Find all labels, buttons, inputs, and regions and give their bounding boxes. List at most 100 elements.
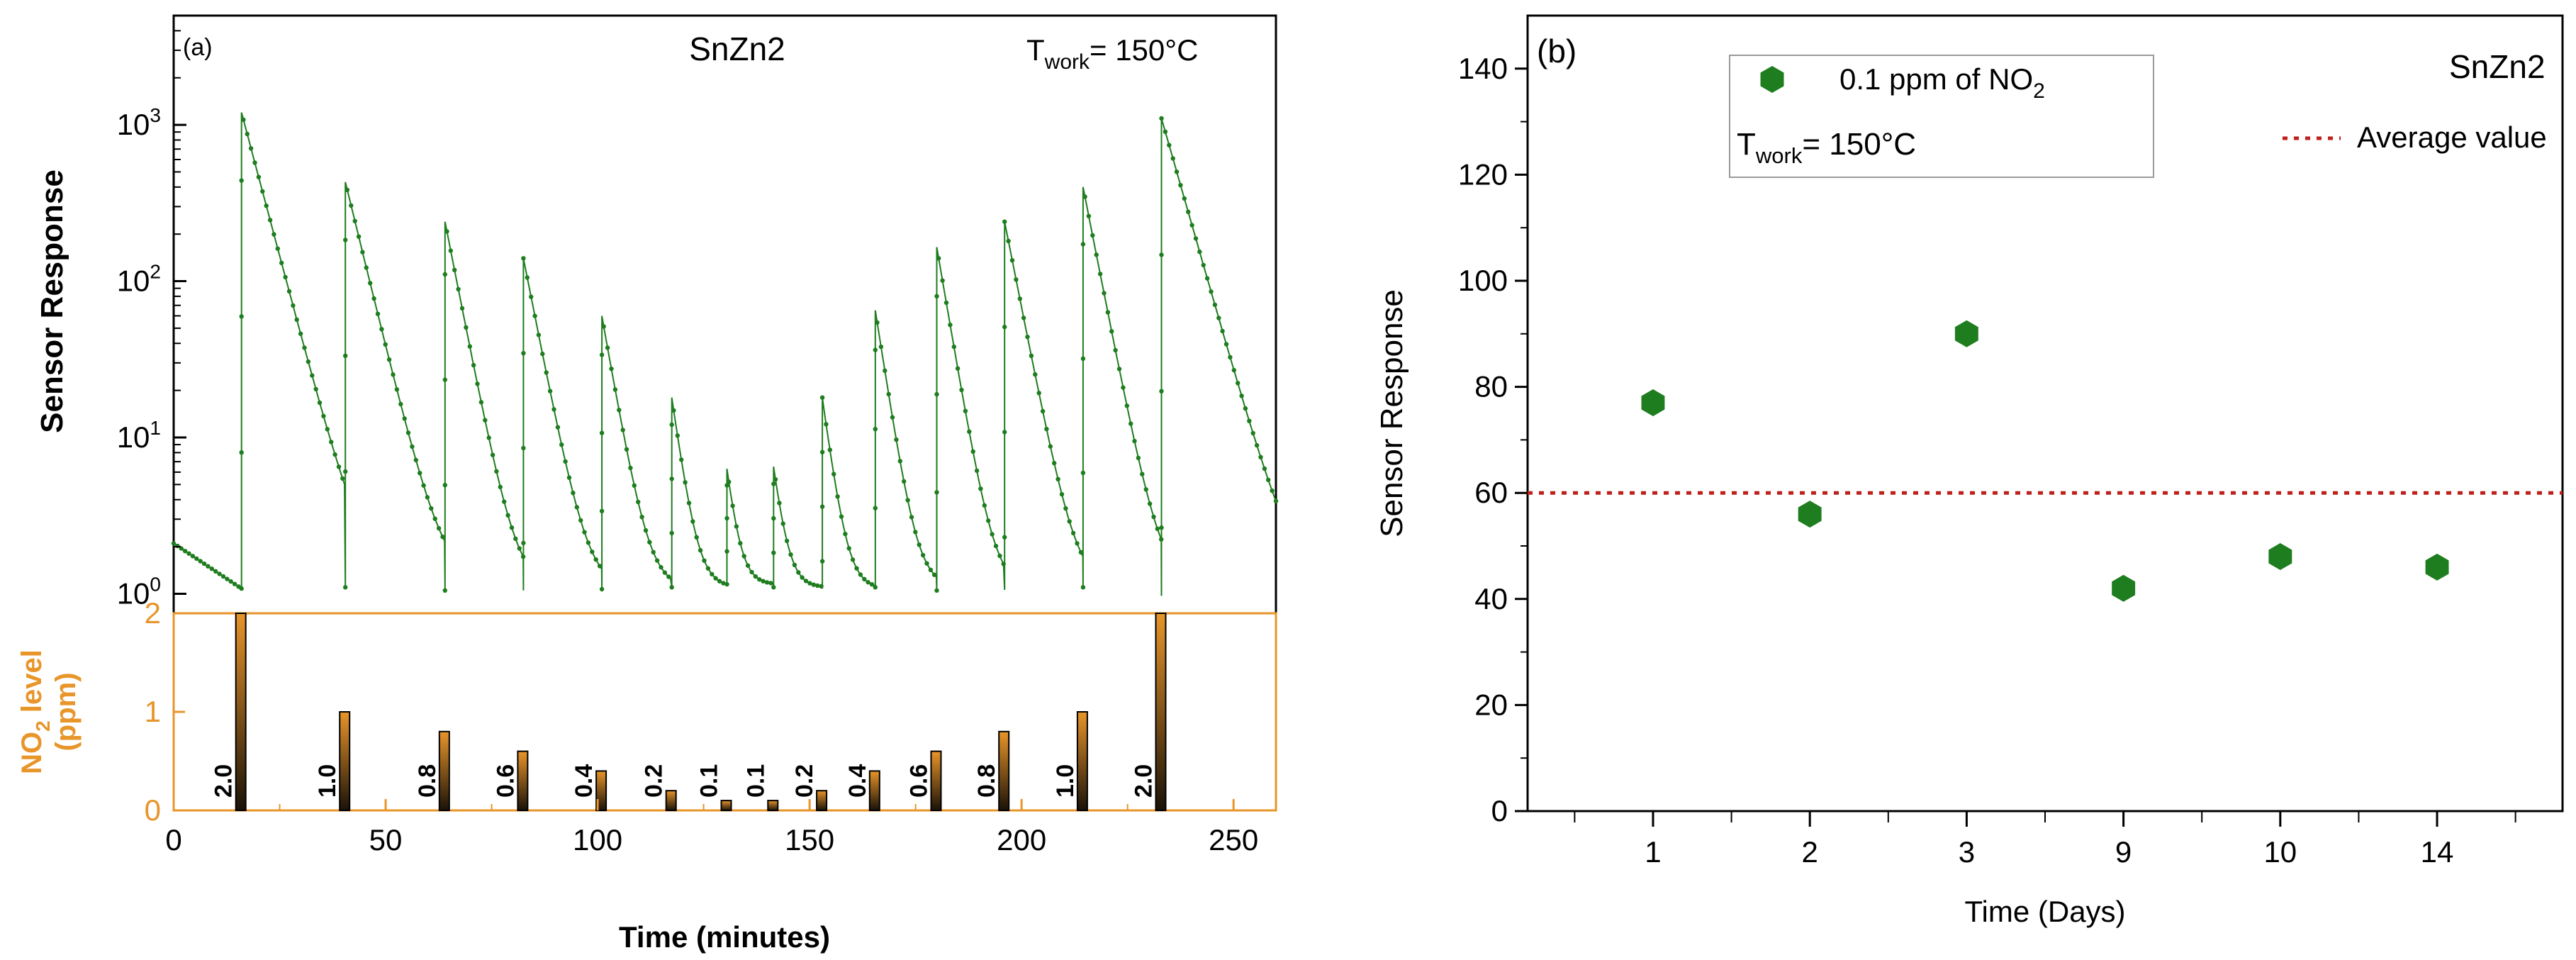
response-point [1155, 526, 1160, 531]
response-point [345, 187, 350, 193]
response-point [784, 538, 790, 544]
response-point [1170, 156, 1175, 161]
y-tick-base: 10 [117, 264, 150, 298]
response-point [727, 479, 732, 484]
y-tick-label: 120 [1458, 157, 1508, 191]
data-point [1954, 320, 1978, 347]
response-point [724, 515, 729, 521]
response-point [544, 370, 549, 375]
response-point [997, 553, 1002, 559]
response-point [371, 296, 376, 301]
response-point [679, 457, 684, 462]
response-point [662, 570, 668, 575]
response-point [780, 521, 785, 526]
response-point [521, 256, 526, 261]
response-point [943, 300, 949, 306]
no2-axis-label-unit: (ppm) [50, 672, 82, 751]
response-point [850, 557, 856, 562]
response-point [811, 582, 817, 587]
no2-bar [595, 770, 607, 812]
response-point [777, 501, 782, 506]
data-point [2425, 553, 2449, 581]
response-point [873, 585, 878, 590]
panel-a-x-axis-label: Time (minutes) [619, 920, 830, 954]
response-point [717, 579, 722, 584]
response-point [869, 582, 875, 587]
response-point [444, 229, 449, 234]
scatter-points [1641, 320, 2449, 602]
response-point [1033, 372, 1038, 377]
response-point [990, 532, 995, 537]
legend-condition-prefix: T [1737, 127, 1756, 162]
response-point [291, 303, 296, 308]
response-point [248, 146, 254, 151]
response-point [271, 232, 276, 237]
average-legend-label: Average value [2357, 121, 2547, 154]
no2-axis-label-main: NO [16, 732, 47, 774]
response-point [597, 564, 603, 569]
response-point [349, 203, 354, 208]
legend-condition-subscript: work [1755, 143, 1803, 168]
response-point [854, 566, 859, 571]
response-point [475, 381, 480, 386]
response-point [636, 499, 641, 505]
response-point [1231, 367, 1237, 373]
response-point [651, 549, 656, 554]
no2-bar-label: 1.0 [314, 764, 341, 798]
response-point [875, 320, 880, 325]
response-point [773, 477, 778, 482]
response-point [1002, 219, 1007, 224]
response-point [620, 428, 625, 432]
y-tick-base: 10 [117, 108, 150, 141]
response-point [298, 331, 303, 336]
response-point [206, 564, 211, 569]
response-point [757, 577, 762, 582]
response-point [1223, 342, 1229, 347]
condition-value: = 150 [1090, 33, 1165, 67]
response-point [1159, 389, 1164, 394]
response-point [1029, 353, 1034, 358]
sensor-response-series [171, 112, 1279, 596]
data-point [2268, 543, 2292, 570]
x-tick-label: 3 [1959, 835, 1975, 869]
response-point [624, 447, 629, 452]
response-point [612, 387, 618, 392]
no2-bar-label: 2.0 [1131, 764, 1158, 798]
response-point [394, 387, 400, 392]
response-point [198, 559, 203, 564]
response-point [724, 549, 729, 554]
response-point [1080, 242, 1086, 247]
response-point [440, 535, 445, 540]
response-point [702, 558, 707, 563]
response-point [909, 515, 914, 520]
response-point [1159, 525, 1164, 530]
panel-b-y-axis-label: Sensor Response [1374, 289, 1409, 537]
response-point [425, 495, 430, 500]
no2-bar-label: 0.2 [641, 764, 668, 798]
response-point [753, 574, 758, 579]
response-point [669, 530, 674, 536]
response-point [340, 476, 345, 481]
response-point [1243, 406, 1248, 411]
response-point [771, 585, 776, 590]
response-point [1197, 249, 1202, 255]
response-point [628, 465, 633, 471]
response-point [336, 464, 342, 469]
response-point [741, 554, 746, 559]
response-point [286, 289, 292, 294]
response-point [1129, 421, 1133, 426]
response-point [1055, 476, 1060, 481]
response-point [745, 563, 751, 568]
response-point [1270, 488, 1275, 493]
response-point [213, 569, 218, 574]
response-point [283, 274, 288, 280]
response-point [1063, 506, 1068, 511]
response-point [1059, 492, 1065, 497]
no2-bar [438, 730, 450, 812]
response-point [928, 567, 934, 572]
y-tick-exp: 2 [150, 261, 161, 283]
response-point [1067, 519, 1072, 524]
no2-bar-label: 0.4 [844, 764, 871, 798]
response-point [698, 548, 703, 553]
